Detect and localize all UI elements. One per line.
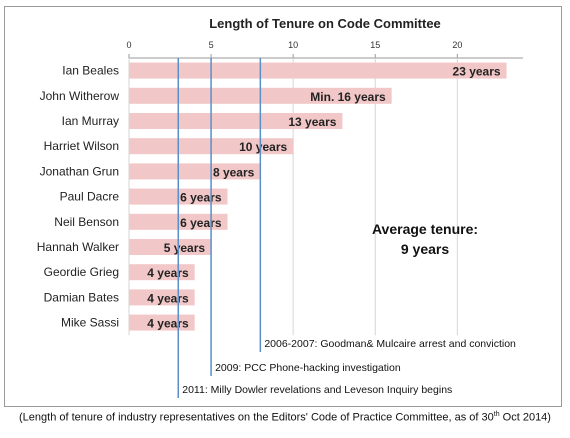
reference-lines: 2006-2007: Goodman& Mulcaire arrest and … — [177, 58, 516, 398]
reference-line-label: 2011: Milly Dowler revelations and Leves… — [182, 384, 452, 396]
data-label: 4 years — [147, 317, 189, 331]
bar — [129, 239, 212, 255]
category-label: Harriet Wilson — [44, 139, 119, 153]
data-label: 5 years — [164, 241, 206, 255]
data-label: 4 years — [147, 266, 189, 280]
average-tenure-label: Average tenure: — [372, 221, 478, 237]
x-tick-label: 20 — [452, 40, 462, 50]
x-axis-ticks: 0 5 10 15 20 — [126, 40, 462, 58]
data-label: 23 years — [453, 65, 501, 79]
x-tick-label: 10 — [288, 40, 298, 50]
bar — [129, 113, 343, 129]
data-label: 4 years — [147, 291, 189, 305]
data-label: 8 years — [213, 165, 255, 179]
data-label: 6 years — [180, 191, 222, 205]
x-tick-label: 15 — [370, 40, 380, 50]
data-label: 13 years — [288, 115, 336, 129]
category-label: Mike Sassi — [61, 316, 119, 330]
figure-caption: (Length of tenure of industry representa… — [0, 411, 570, 424]
category-label: John Witherow — [40, 89, 120, 103]
category-label: Geordie Grieg — [44, 265, 119, 279]
data-label: 10 years — [239, 140, 287, 154]
caption-text-end: Oct 2014) — [499, 411, 551, 424]
x-tick-label: 0 — [126, 40, 131, 50]
tenure-bar-chart: Length of Tenure on Code Committee 0 5 10 1… — [37, 16, 523, 398]
chart-frame — [4, 6, 562, 407]
category-labels: Ian Beales John Witherow Ian Murray Harriet… — [37, 64, 120, 330]
reference-line-label: 2006-2007: Goodman& Mulcaire arrest and … — [264, 338, 516, 350]
category-label: Ian Murray — [62, 114, 119, 128]
reference-line-label: 2009: PCC Phone-hacking investigation — [215, 362, 401, 374]
category-label: Ian Beales — [62, 64, 119, 78]
chart-title: Length of Tenure on Code Committee — [209, 16, 441, 31]
category-label: Hannah Walker — [37, 240, 119, 254]
bar — [129, 62, 507, 79]
x-tick-label: 5 — [209, 40, 214, 50]
category-label: Neil Benson — [54, 215, 119, 229]
category-label: Paul Dacre — [60, 190, 120, 204]
category-label: Damian Bates — [44, 290, 119, 304]
category-label: Jonathan Grun — [40, 164, 119, 178]
data-label: Min. 16 years — [310, 90, 386, 104]
average-tenure-value: 9 years — [401, 241, 449, 257]
data-label: 6 years — [180, 216, 222, 230]
caption-text: (Length of tenure of industry representa… — [19, 411, 494, 424]
bar — [129, 163, 261, 180]
caption-superscript: th — [493, 411, 500, 418]
